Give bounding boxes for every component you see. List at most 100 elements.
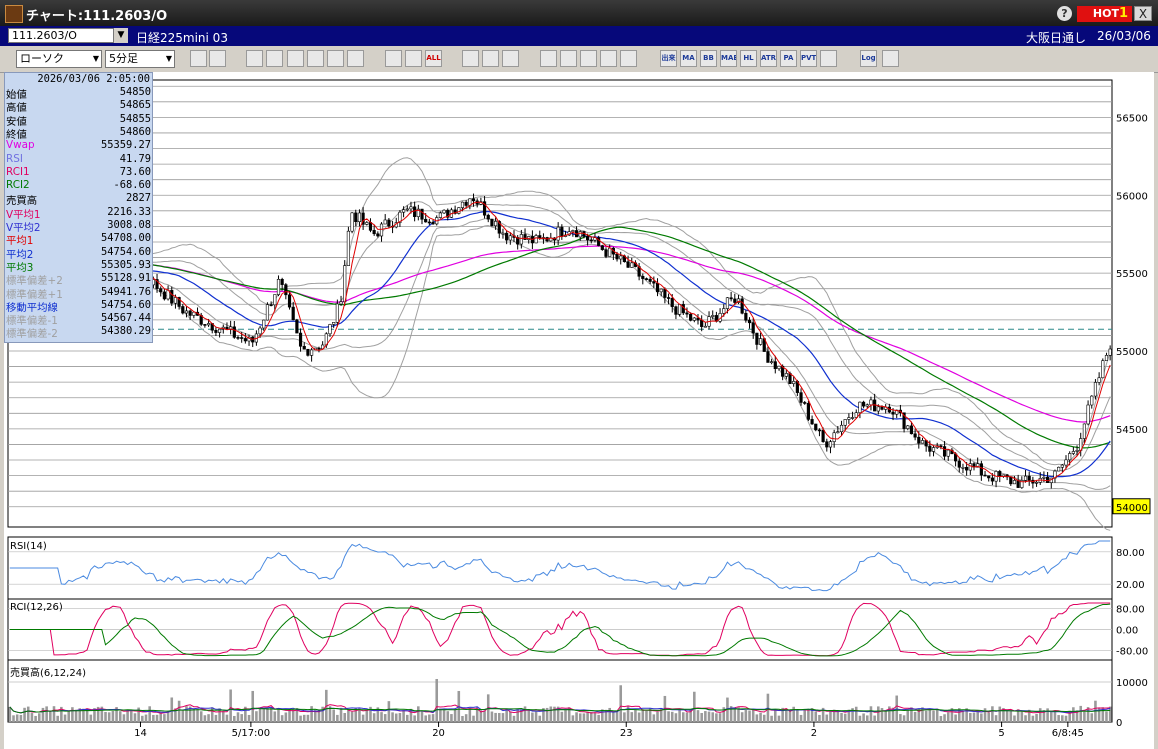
- volume-bar: [67, 710, 71, 722]
- candle-body: [979, 463, 983, 476]
- candle-body: [685, 312, 689, 315]
- log-icon[interactable]: Log: [860, 50, 877, 67]
- candle-body: [339, 301, 343, 305]
- ma1-line: [9, 201, 1111, 483]
- all-icon[interactable]: ALL: [425, 50, 442, 67]
- volume-bar: [188, 706, 192, 722]
- cross-chart-icon[interactable]: [600, 50, 617, 67]
- close-button[interactable]: X: [1134, 6, 1152, 21]
- crosshair-icon[interactable]: [209, 50, 226, 67]
- mae-icon[interactable]: MAE: [720, 50, 737, 67]
- disabled-icon[interactable]: [620, 50, 637, 67]
- pen-icon[interactable]: [266, 50, 283, 67]
- chart-type-select[interactable]: ローソク ▼: [16, 50, 102, 68]
- window-icon[interactable]: [820, 50, 837, 67]
- candle-body: [464, 201, 468, 206]
- volume-bar: [74, 709, 78, 722]
- cursor-icon[interactable]: [287, 50, 304, 67]
- volume-bar: [490, 711, 494, 722]
- price-axis-label: 55500: [1116, 269, 1148, 280]
- settings-icon[interactable]: [462, 50, 479, 67]
- ma2-line: [9, 210, 1111, 478]
- atr-icon[interactable]: ATR: [760, 50, 777, 67]
- hl-icon[interactable]: HL: [740, 50, 757, 67]
- volume-bar: [972, 712, 976, 722]
- candle-body: [998, 471, 1002, 477]
- volume-bar: [729, 706, 733, 722]
- candle-body: [1034, 481, 1039, 484]
- volume-bar: [865, 715, 869, 722]
- volume-bar: [980, 713, 983, 722]
- zoom-icon[interactable]: [190, 50, 207, 67]
- candle-body: [817, 429, 822, 432]
- chevron-down-icon: ▼: [92, 54, 99, 63]
- pencil-icon[interactable]: [246, 50, 263, 67]
- help-button[interactable]: ?: [1057, 6, 1072, 21]
- volume-bar: [1068, 710, 1071, 722]
- volume-icon[interactable]: 出来: [660, 50, 677, 67]
- volume-bar: [34, 715, 37, 722]
- candle-icon[interactable]: [385, 50, 402, 67]
- trash-icon[interactable]: [347, 50, 364, 67]
- bb-icon[interactable]: BB: [700, 50, 717, 67]
- chart-area[interactable]: 5650056000555005500054500540005400080.00…: [4, 72, 1154, 749]
- info-row-label: Vwap: [6, 139, 35, 152]
- pvt-icon[interactable]: PVT: [800, 50, 817, 67]
- volume-bar: [777, 715, 781, 722]
- hot-button[interactable]: HOT1: [1077, 6, 1132, 22]
- rsi-panel-label: RSI(14): [10, 541, 47, 552]
- volume-bar: [233, 715, 236, 722]
- info-row-value: 54754.60: [100, 298, 151, 311]
- info-row-value: 2216.33: [107, 205, 151, 218]
- volume-bar: [670, 711, 674, 722]
- interval-value: 5分足: [109, 52, 138, 65]
- interval-select[interactable]: 5分足 ▼: [105, 50, 175, 68]
- volume-bar: [313, 709, 317, 722]
- candle-body: [644, 278, 649, 280]
- volume-bar: [424, 715, 427, 722]
- volume-bar: [836, 711, 840, 722]
- candle-body: [589, 239, 593, 242]
- band-lower-1: [9, 217, 1111, 490]
- info-row-label: 高値: [6, 102, 27, 115]
- volume-bar: [295, 708, 299, 722]
- parabolic-icon[interactable]: PA: [780, 50, 797, 67]
- volume-bar: [420, 710, 424, 722]
- volume-bar: [608, 707, 611, 722]
- info-row: 安値 54855: [6, 113, 151, 128]
- chevron-down-icon[interactable]: ▼: [114, 28, 128, 43]
- candle-body: [770, 361, 774, 363]
- candle-body: [556, 226, 560, 241]
- undo-icon[interactable]: [307, 50, 324, 67]
- toolbar: ローソク ▼ 5分足 ▼ ALL 出来 MA BB MAE HL ATR PA PVT Log: [0, 46, 1158, 73]
- ma-icon[interactable]: MA: [680, 50, 697, 67]
- volume-bar: [843, 713, 847, 722]
- volume-bar: [564, 709, 567, 722]
- candle-delete-icon[interactable]: [405, 50, 422, 67]
- volume-axis-label: 0: [1116, 718, 1122, 729]
- candle-body: [630, 262, 634, 268]
- candle-body: [839, 424, 844, 433]
- candle-body: [361, 212, 365, 225]
- info-row-label: RCI2: [6, 179, 30, 192]
- volume-bar: [126, 710, 129, 722]
- volume-bar: [773, 709, 777, 722]
- wrench-icon[interactable]: [482, 50, 499, 67]
- volume-bar: [244, 706, 247, 722]
- download-icon[interactable]: [540, 50, 557, 67]
- export-icon[interactable]: [882, 50, 899, 67]
- volume-bar: [965, 708, 968, 722]
- candle-body: [486, 214, 490, 220]
- bar-chart-icon[interactable]: [580, 50, 597, 67]
- candle-body: [276, 279, 281, 295]
- candle-body: [641, 275, 645, 279]
- volume-bar: [542, 708, 545, 722]
- volume-bar: [174, 708, 177, 722]
- chart-canvas[interactable]: 5650056000555005500054500540005400080.00…: [4, 72, 1154, 749]
- document-icon[interactable]: [327, 50, 344, 67]
- info-row-value: 55128.91: [100, 272, 151, 285]
- palette-icon[interactable]: [502, 50, 519, 67]
- symbol-code-input[interactable]: 111.2603/O: [8, 28, 114, 43]
- magnifier-icon[interactable]: [560, 50, 577, 67]
- band-lower-2: [9, 224, 1111, 531]
